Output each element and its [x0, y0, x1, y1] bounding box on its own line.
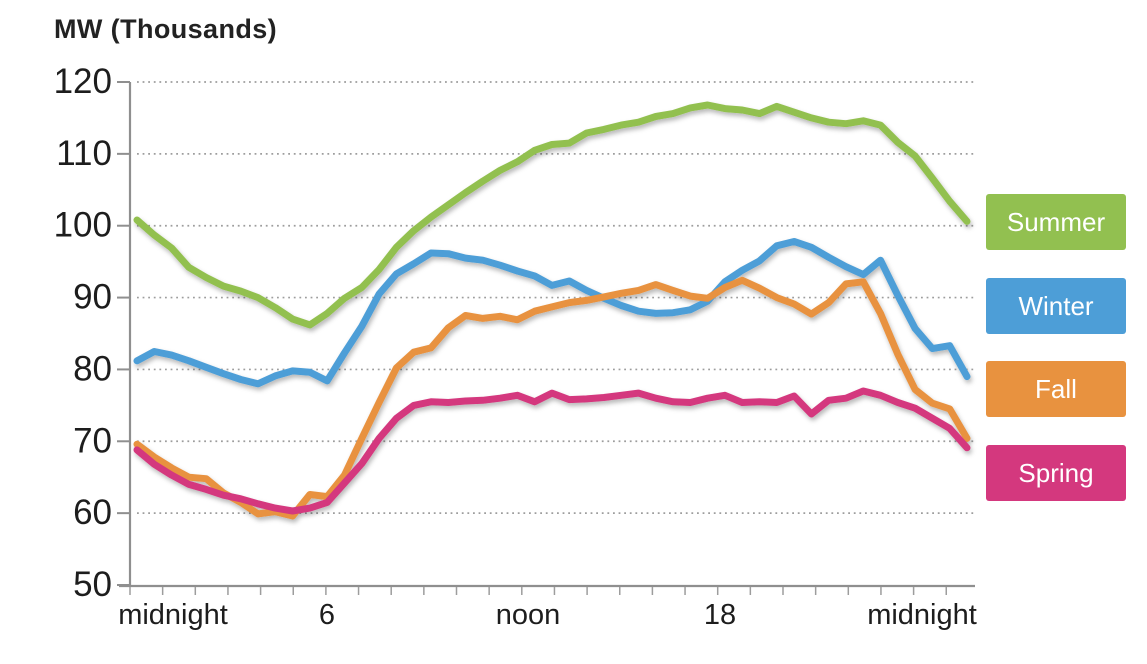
y-tick-label-100: 100 — [54, 206, 112, 245]
x-tick-label-4: midnight — [867, 599, 977, 631]
legend-item-summer: Summer — [986, 194, 1126, 250]
series-line-spring — [133, 387, 971, 515]
legend-label-summer: Summer — [1006, 206, 1106, 237]
x-tick-label-1: 6 — [319, 599, 335, 631]
x-tick-label-2: noon — [496, 599, 561, 631]
x-tick-label-3: 18 — [704, 599, 736, 631]
y-tick-label-90: 90 — [73, 278, 112, 317]
x-tick-label-0: midnight — [118, 599, 228, 631]
y-tick-label-80: 80 — [73, 349, 112, 388]
legend-label-fall: Fall — [1035, 373, 1077, 404]
series-line-winter — [133, 238, 971, 388]
legend-item-spring: Spring — [986, 445, 1126, 501]
y-tick-label-120: 120 — [54, 62, 112, 101]
y-tick-label-110: 110 — [56, 134, 112, 173]
series-lines — [133, 101, 971, 520]
y-tick-label-50: 50 — [73, 565, 112, 604]
y-tick-label-70: 70 — [73, 421, 112, 460]
chart-title: MW (Thousands) — [54, 14, 278, 44]
series-line-summer — [133, 101, 971, 329]
legend-item-winter: Winter — [986, 278, 1126, 334]
legend: Summer Winter Fall Spring — [986, 0, 1126, 664]
series-line-fall — [133, 276, 971, 520]
legend-item-fall: Fall — [986, 361, 1126, 417]
legend-label-spring: Spring — [1018, 457, 1094, 488]
legend-label-winter: Winter — [1018, 290, 1094, 321]
y-tick-label-60: 60 — [73, 493, 112, 532]
